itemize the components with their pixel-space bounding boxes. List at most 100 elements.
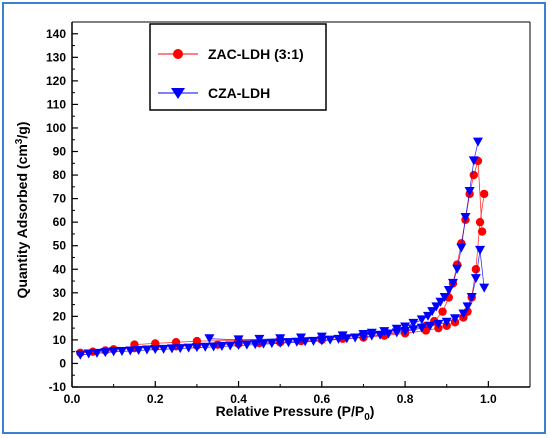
data-point — [479, 283, 490, 293]
data-point — [108, 347, 119, 357]
data-point — [175, 344, 186, 354]
data-point — [141, 345, 152, 355]
data-point — [425, 321, 436, 331]
data-point — [431, 302, 442, 312]
x-tick-label: 0.8 — [397, 392, 414, 406]
legend-label-zac: ZAC-LDH (3:1) — [208, 46, 304, 62]
data-point — [166, 344, 177, 354]
data-point — [433, 319, 444, 329]
data-point — [325, 335, 336, 345]
y-tick-label: 20 — [53, 309, 67, 323]
data-point — [296, 333, 306, 343]
x-tick-label: 0.6 — [313, 392, 330, 406]
data-point — [422, 311, 433, 321]
data-point — [191, 343, 202, 353]
legend-marker-zac — [173, 49, 183, 59]
data-point — [391, 324, 402, 334]
x-axis-title: Relative Pressure (P/P0) — [216, 403, 375, 423]
y-tick-label: -10 — [49, 380, 67, 394]
data-point — [443, 285, 454, 295]
data-point — [452, 264, 463, 274]
data-point — [337, 331, 348, 341]
y-tick-label: 100 — [46, 121, 66, 135]
data-point — [254, 334, 265, 344]
data-point — [475, 217, 485, 227]
data-point — [466, 293, 477, 303]
y-tick-label: 50 — [53, 239, 67, 253]
data-point — [91, 348, 102, 358]
data-point — [75, 350, 86, 360]
data-point — [416, 315, 427, 325]
y-tick-label: 40 — [53, 262, 67, 276]
y-tick-label: 110 — [47, 97, 67, 111]
data-point — [462, 302, 473, 312]
data-point — [472, 137, 483, 147]
series-layer — [75, 137, 490, 360]
data-point — [233, 335, 244, 345]
data-point — [200, 342, 211, 352]
data-point — [216, 341, 227, 351]
data-point — [300, 337, 311, 347]
y-tick-label: 70 — [53, 192, 67, 206]
data-point — [133, 346, 144, 355]
data-point — [400, 322, 411, 332]
data-point — [456, 243, 467, 253]
data-point — [475, 245, 486, 255]
data-point — [464, 187, 475, 197]
data-point — [427, 307, 438, 317]
y-tick-label: 10 — [53, 333, 67, 347]
data-point — [450, 314, 461, 324]
data-point — [350, 333, 361, 343]
data-point — [250, 340, 261, 350]
y-tick-label: 90 — [53, 145, 67, 159]
data-point — [458, 309, 469, 319]
y-tick-label: 120 — [46, 74, 66, 88]
data-point — [308, 336, 319, 346]
data-point — [150, 345, 161, 355]
y-axis-title: Quantity Adsorbed (cm3/g) — [14, 122, 30, 299]
data-point — [441, 317, 452, 327]
y-tick-label: 130 — [46, 50, 66, 64]
data-point — [116, 346, 127, 356]
y-tick-label: 140 — [46, 27, 66, 41]
data-point — [241, 340, 252, 350]
data-point — [266, 339, 277, 349]
data-point — [291, 337, 302, 347]
data-point — [408, 325, 419, 335]
data-point — [438, 307, 447, 316]
axes-layer: 0.0 0.2 0.4 0.6 0.8 1.0 -10 0 10 20 30 40 50 60 70 80 90… — [46, 21, 531, 406]
data-point — [379, 327, 390, 337]
data-point — [125, 346, 136, 356]
data-point — [283, 338, 294, 348]
data-point — [316, 332, 327, 342]
y-tick-label: 80 — [53, 168, 67, 182]
y-tick-label: 30 — [53, 286, 67, 300]
data-point — [416, 323, 427, 333]
data-point — [447, 278, 458, 288]
legend-marker-cza — [171, 88, 185, 99]
data-point — [408, 318, 419, 328]
data-point — [471, 265, 481, 274]
data-point — [100, 348, 111, 358]
series-cza-ldh — [75, 137, 490, 360]
data-point — [480, 189, 489, 199]
data-point — [435, 297, 446, 307]
data-point — [366, 328, 377, 338]
data-point — [469, 170, 478, 180]
y-tick-label: 60 — [53, 215, 67, 229]
y-tick-label: 0 — [59, 356, 66, 370]
data-point — [439, 293, 450, 303]
legend-label-cza: CZA-LDH — [208, 85, 270, 101]
legend: ZAC-LDH (3:1) CZA-LDH — [149, 23, 327, 111]
data-point — [275, 334, 286, 344]
x-tick-label: 0.2 — [147, 392, 164, 406]
data-point — [358, 329, 369, 339]
legend-box — [149, 23, 327, 111]
x-tick-label: 0.4 — [230, 392, 247, 406]
data-point — [158, 344, 169, 354]
series-line-adsorption — [80, 250, 485, 356]
data-point — [83, 349, 94, 359]
x-tick-label: 1.0 — [480, 392, 497, 406]
data-point — [470, 274, 481, 284]
data-point — [258, 339, 269, 349]
